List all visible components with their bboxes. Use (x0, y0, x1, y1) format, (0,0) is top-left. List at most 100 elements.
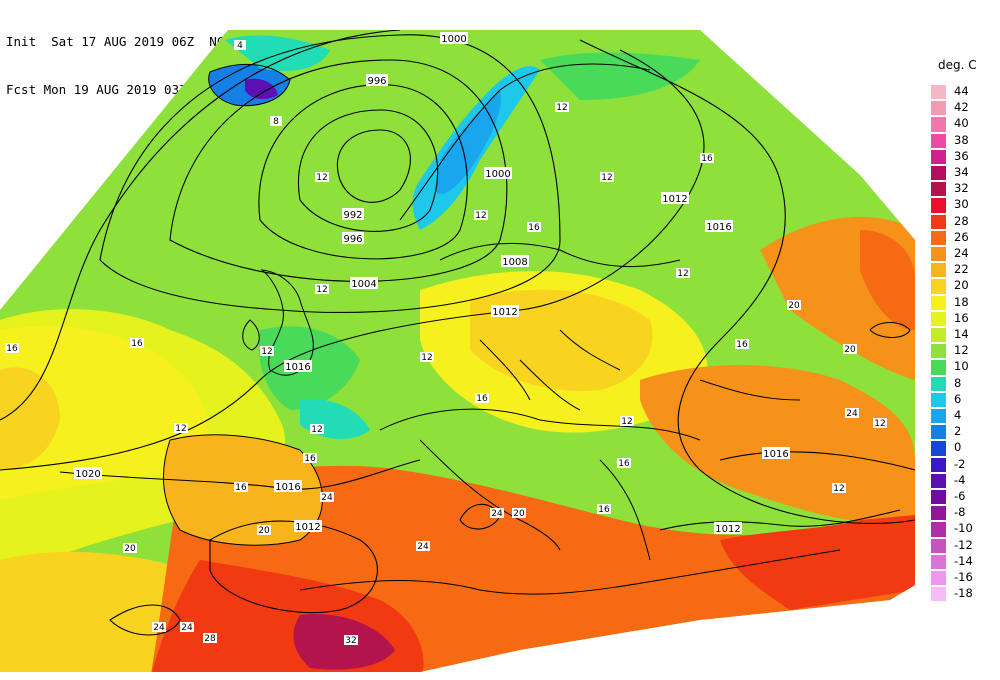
svg-text:24: 24 (846, 409, 858, 419)
temperature-label: 16 (700, 153, 714, 164)
temperature-label: 20 (123, 543, 137, 554)
legend-swatch (931, 425, 946, 440)
temperature-label: 12 (260, 346, 274, 357)
svg-text:24: 24 (321, 493, 333, 503)
legend-swatch (931, 295, 946, 310)
legend-swatch (931, 344, 946, 359)
legend-swatch (931, 85, 946, 100)
legend-label: 24 (954, 246, 969, 260)
svg-text:16: 16 (476, 394, 488, 404)
temperature-label: 16 (597, 504, 611, 515)
legend-swatch (931, 522, 946, 537)
legend-swatch (931, 230, 946, 246)
svg-text:12: 12 (556, 103, 567, 113)
legend-label: 20 (954, 278, 969, 293)
legend-swatch (931, 506, 946, 521)
temperature-label: 16 (617, 458, 631, 469)
svg-text:32: 32 (345, 636, 356, 646)
svg-text:1016: 1016 (706, 222, 731, 233)
svg-text:24: 24 (153, 623, 165, 633)
legend-label: -4 (954, 472, 966, 487)
temperature-label: 16 (5, 343, 19, 354)
legend-label: 6 (954, 391, 962, 406)
legend-label: -14 (954, 553, 973, 568)
temperature-label: 12 (676, 268, 690, 279)
temperature-label: 16 (735, 339, 749, 350)
temperature-label: 12 (174, 423, 188, 434)
legend-label: 40 (954, 116, 969, 131)
svg-text:1012: 1012 (662, 194, 687, 205)
svg-text:20: 20 (258, 526, 270, 536)
temperature-label: 12 (315, 284, 329, 295)
legend-swatch (931, 441, 946, 456)
legend-swatch (931, 457, 946, 472)
svg-text:16: 16 (304, 454, 316, 464)
isobar-label: 1020 (74, 467, 102, 480)
temperature-label: 12 (315, 172, 329, 183)
temperature-label: 24 (490, 508, 504, 519)
legend-label: 18 (954, 294, 969, 309)
svg-text:12: 12 (261, 347, 272, 357)
isobar-label: 1012 (714, 522, 742, 535)
legend-label: 0 (954, 440, 962, 455)
legend-swatch (931, 587, 946, 602)
temperature-label: 24 (320, 492, 334, 503)
isobar-label: 1012 (491, 305, 519, 318)
isobar-label: 1000 (484, 167, 512, 180)
legend-label: -2 (954, 456, 966, 471)
isobar-label: 1008 (501, 255, 529, 268)
legend-swatch (931, 247, 946, 262)
svg-text:16: 16 (6, 344, 18, 354)
isobar-label: 1016 (705, 220, 733, 233)
legend-label: 32 (954, 181, 969, 196)
legend-label: 12 (954, 343, 969, 358)
temperature-label: 12 (555, 102, 569, 113)
svg-text:1016: 1016 (285, 362, 310, 373)
legend-label: 36 (954, 148, 969, 163)
isobar-label: 996 (342, 232, 364, 245)
temperature-label: 16 (130, 338, 144, 349)
isobar-label: 1000 (440, 32, 468, 45)
svg-text:1000: 1000 (441, 34, 466, 45)
legend-swatch (931, 117, 946, 132)
legend-label: 8 (954, 375, 962, 390)
isobar-label: 1016 (762, 447, 790, 460)
legend-swatch (931, 198, 946, 213)
svg-text:20: 20 (788, 301, 800, 311)
svg-text:20: 20 (844, 345, 856, 355)
svg-text:1020: 1020 (75, 469, 100, 480)
legend-swatch (931, 392, 946, 408)
svg-text:8: 8 (273, 117, 279, 127)
legend-label: 38 (954, 132, 969, 147)
legend-swatch (931, 149, 946, 165)
legend-swatch (931, 133, 946, 148)
svg-text:996: 996 (367, 76, 386, 87)
legend-swatch (931, 538, 946, 553)
legend-label: 42 (954, 100, 969, 115)
legend-label: -10 (954, 521, 973, 536)
svg-text:1000: 1000 (485, 169, 510, 180)
temperature-pressure-map: 1000 996 992 996 1000 1004 1008 1012 101… (0, 30, 915, 672)
svg-text:1016: 1016 (275, 482, 300, 493)
legend-label: 14 (954, 327, 969, 341)
legend-swatch (931, 360, 946, 375)
isobar-label: 1004 (350, 277, 378, 290)
svg-text:16: 16 (736, 340, 748, 350)
legend-unit: deg. C (938, 58, 977, 72)
svg-text:16: 16 (618, 459, 630, 469)
svg-text:12: 12 (311, 425, 322, 435)
svg-text:4: 4 (237, 41, 243, 51)
legend-swatch (931, 473, 946, 489)
temperature-label: 12 (873, 418, 887, 429)
temperature-label: 24 (416, 541, 430, 552)
legend-label: 34 (954, 165, 969, 179)
svg-text:24: 24 (417, 542, 429, 552)
isobar-label: 992 (342, 208, 364, 221)
legend-swatch (931, 554, 946, 570)
temperature-label: 24 (152, 622, 166, 633)
legend-swatch (931, 328, 946, 343)
temperature-label: 16 (303, 453, 317, 464)
legend-swatch (931, 311, 946, 327)
temperature-label: 20 (787, 300, 801, 311)
temperature-label: 12 (420, 352, 434, 363)
